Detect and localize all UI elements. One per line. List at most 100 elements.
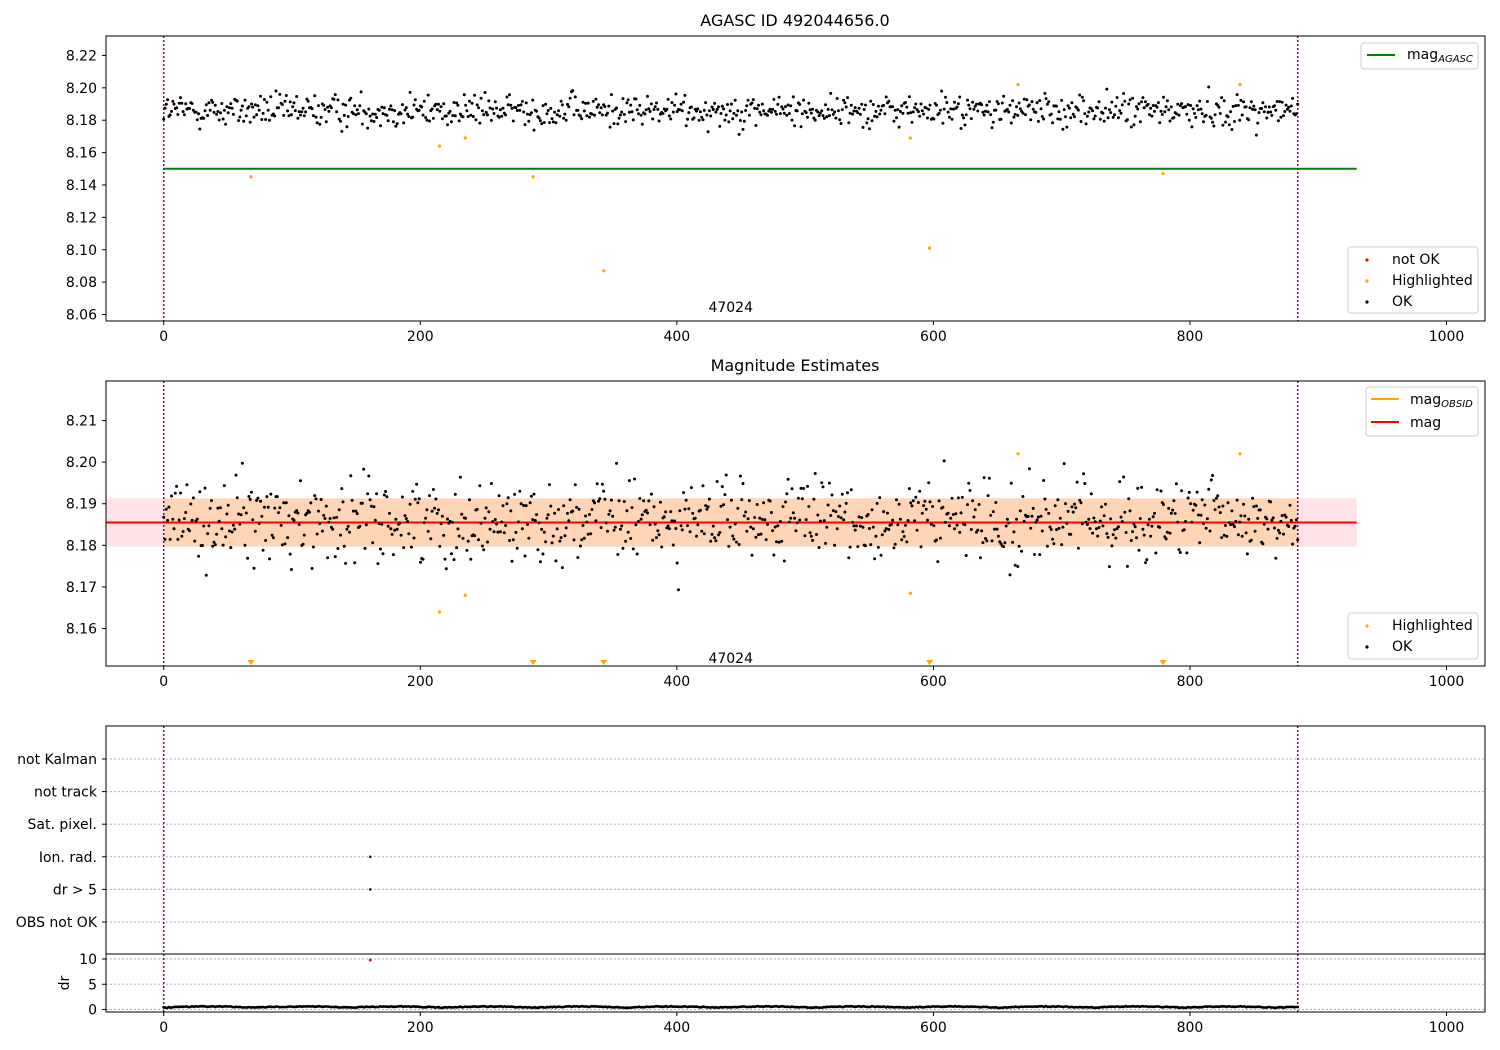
ok-point (897, 502, 901, 506)
ok-point (349, 96, 353, 100)
ok-point (224, 122, 228, 126)
ok-point (959, 127, 963, 130)
ok-point (695, 534, 698, 538)
ok-point (786, 477, 790, 481)
ok-point (760, 102, 764, 106)
ok-point (915, 528, 919, 532)
ok-point (653, 105, 657, 109)
ok-point (1169, 105, 1173, 109)
ok-point (546, 513, 550, 517)
ok-point (857, 106, 861, 110)
ok-point (381, 112, 385, 116)
ok-point (283, 542, 287, 546)
ok-point (1187, 118, 1191, 122)
estimates-point-legend: Highlighted OK (1347, 612, 1479, 660)
ok-point (883, 112, 887, 116)
ok-point (584, 101, 588, 105)
ok-point (707, 497, 711, 501)
ok-point (971, 499, 975, 503)
agasc-panel-title: AGASC ID 492044656.0 (700, 11, 889, 30)
ok-point (1116, 525, 1120, 529)
highlighted-point (602, 269, 606, 273)
ok-point (1136, 107, 1140, 111)
ok-point (457, 119, 461, 123)
ok-point (474, 118, 478, 122)
ok-point (212, 540, 216, 544)
ok-point (701, 484, 705, 488)
agasc-point-legend-box (1347, 246, 1479, 314)
ok-point (1231, 104, 1235, 108)
ok-point (278, 92, 282, 96)
ok-point (465, 548, 469, 552)
ok-point (300, 110, 304, 114)
ok-point (1258, 508, 1262, 512)
ok-point (1142, 533, 1146, 537)
ok-point (435, 511, 439, 515)
ok-point (853, 106, 857, 110)
ok-point (407, 115, 411, 118)
ok-point (1256, 121, 1260, 125)
ok-point (1247, 517, 1251, 521)
ok-point (747, 499, 751, 503)
ok-point (1000, 101, 1004, 105)
ok-point (380, 105, 384, 109)
ok-point (264, 539, 268, 542)
ok-point (867, 127, 871, 131)
ok-point (1060, 543, 1064, 547)
ok-point (572, 538, 576, 542)
ok-point (947, 115, 951, 119)
ok-point (990, 539, 994, 543)
ok-point (555, 113, 559, 117)
ok-point (433, 506, 437, 510)
ok-point (371, 112, 375, 116)
ok-point (904, 523, 907, 527)
ok-point (438, 544, 442, 548)
y-tick-label: 8.19 (66, 497, 97, 513)
x-tick-label: 400 (663, 329, 690, 345)
ok-point (818, 111, 822, 115)
ok-point (1249, 100, 1253, 104)
ok-point (1218, 112, 1222, 115)
ok-point (618, 113, 622, 117)
ok-point (637, 520, 640, 523)
ok-point (175, 484, 179, 488)
ok-point (455, 546, 459, 550)
ok-point (696, 523, 700, 527)
ok-point (357, 112, 360, 116)
ok-point (193, 539, 197, 543)
ok-point (220, 102, 224, 105)
ok-point (1198, 541, 1202, 545)
ok-point (869, 543, 873, 547)
ok-point (1256, 516, 1260, 520)
x-tick-label: 1000 (1429, 329, 1465, 345)
ok-point (207, 524, 211, 528)
ok-point (1138, 120, 1142, 124)
ok-point (1224, 524, 1227, 527)
ok-point (652, 108, 656, 111)
flag-category-label: not Kalman (17, 752, 97, 768)
ok-point (400, 495, 404, 499)
ok-point (473, 93, 477, 97)
ok-point (1169, 511, 1173, 515)
ok-point (162, 117, 166, 121)
ok-point (529, 111, 533, 115)
ok-point (1064, 502, 1067, 506)
dr-plot-content (106, 954, 1485, 1012)
ok-point (1184, 105, 1187, 109)
ok-point (985, 539, 989, 543)
ok-point (269, 95, 273, 99)
dr-axis-label: dr (57, 975, 73, 990)
ok-point (520, 99, 524, 103)
ok-point (1275, 536, 1279, 540)
ok-point (197, 112, 201, 116)
ok-point (910, 120, 914, 124)
ok-point (349, 474, 353, 478)
ok-point (1155, 488, 1159, 492)
ok-point (400, 103, 404, 107)
ok-point (1222, 99, 1226, 103)
ok-point (1144, 561, 1147, 565)
ok-point (937, 111, 941, 115)
ok-point (1235, 93, 1239, 97)
